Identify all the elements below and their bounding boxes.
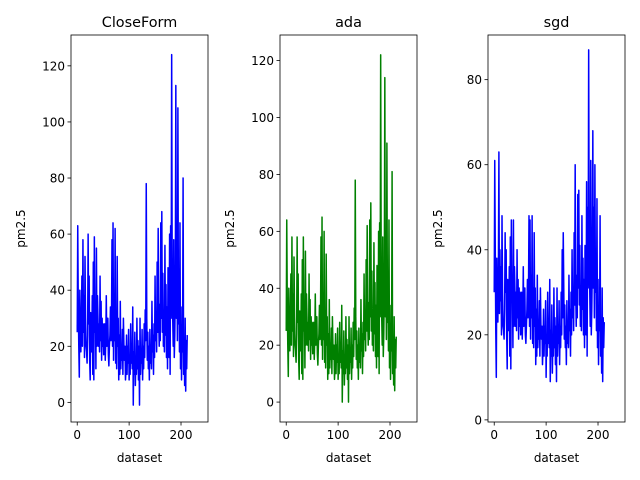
y-tick-label: 120 (251, 54, 274, 68)
x-tick-label: 100 (118, 428, 141, 442)
x-axis-label: dataset (326, 451, 372, 465)
series-line (76, 53, 188, 406)
subplot-ada: 0 100 200 0 20 40 60 80 100 120 ada dataset pm2.5 (223, 15, 418, 465)
x-tick-label: 200 (170, 428, 193, 442)
y-tick-label: 40 (50, 284, 65, 298)
subplot-sgd: 0 100 200 0 20 40 60 80 sgd dataset pm2.5 (431, 15, 626, 465)
axes-frame (70, 34, 209, 423)
y-tick-label: 60 (467, 158, 482, 172)
series-line (285, 54, 397, 403)
y-tick-label: 0 (57, 396, 65, 410)
x-tick-label: 200 (379, 428, 402, 442)
x-tick-label: 200 (587, 428, 610, 442)
y-tick-label: 60 (50, 228, 65, 242)
x-axis-label: dataset (117, 451, 163, 465)
x-axis-label: dataset (534, 451, 580, 465)
y-tick-label: 80 (259, 168, 274, 182)
y-tick-label: 80 (467, 73, 482, 87)
chart-title: ada (335, 15, 362, 31)
series-line (493, 49, 605, 383)
y-tick-label: 100 (251, 111, 274, 125)
y-axis-label: pm2.5 (223, 209, 237, 247)
y-tick-label: 0 (266, 396, 274, 410)
y-tick-label: 20 (467, 328, 482, 342)
y-axis-label: pm2.5 (431, 209, 445, 247)
x-tick-label: 100 (535, 428, 558, 442)
x-tick-label: 0 (490, 428, 498, 442)
chart-title: sgd (544, 15, 570, 31)
y-tick-label: 100 (42, 115, 65, 129)
axes-frame (487, 34, 626, 423)
axes-frame (279, 34, 418, 423)
y-tick-label: 0 (474, 413, 482, 427)
x-tick-label: 100 (327, 428, 350, 442)
y-tick-label: 20 (259, 339, 274, 353)
y-tick-label: 20 (50, 340, 65, 354)
y-tick-label: 40 (259, 282, 274, 296)
subplot-closeform: 0 100 200 0 20 40 60 80 100 120 CloseForm dataset pm… (14, 15, 209, 465)
y-tick-label: 80 (50, 172, 65, 186)
y-tick-label: 120 (42, 59, 65, 73)
x-tick-label: 0 (282, 428, 290, 442)
x-tick-label: 0 (73, 428, 81, 442)
y-axis-label: pm2.5 (14, 209, 28, 247)
y-tick-label: 40 (467, 243, 482, 257)
y-tick-label: 60 (259, 225, 274, 239)
chart-title: CloseForm (102, 15, 177, 31)
